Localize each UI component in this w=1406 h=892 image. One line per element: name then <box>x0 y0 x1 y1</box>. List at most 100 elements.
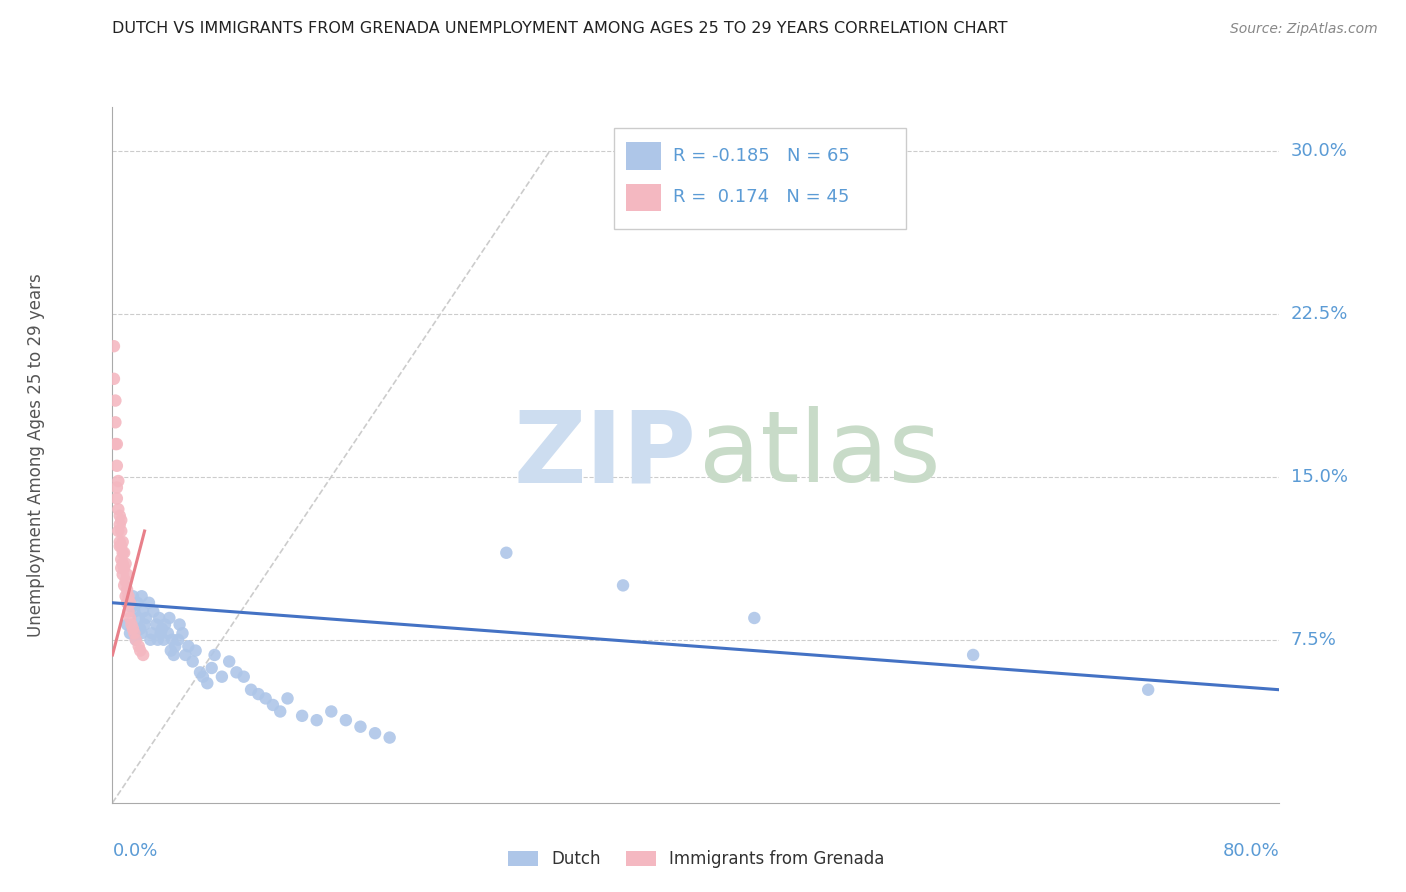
Point <box>177 639 200 653</box>
Point <box>157 611 180 625</box>
Point <box>112 546 135 560</box>
Point <box>105 491 128 506</box>
Point <box>149 626 172 640</box>
Point <box>104 393 127 408</box>
Point <box>204 648 226 662</box>
Point <box>108 517 131 532</box>
Point <box>125 632 148 647</box>
Point <box>141 626 163 640</box>
Point <box>105 458 128 473</box>
Point <box>118 626 141 640</box>
Point <box>114 557 136 571</box>
Point <box>262 698 284 712</box>
Point <box>150 622 173 636</box>
Point <box>110 513 132 527</box>
Point <box>111 546 134 560</box>
Point <box>218 655 240 669</box>
Text: Source: ZipAtlas.com: Source: ZipAtlas.com <box>1230 21 1378 36</box>
Text: 15.0%: 15.0% <box>1291 467 1347 485</box>
FancyBboxPatch shape <box>614 128 905 229</box>
Point <box>105 481 128 495</box>
Point <box>191 670 214 684</box>
Point <box>148 611 170 625</box>
Point <box>291 708 314 723</box>
Point <box>108 535 131 549</box>
Point <box>118 596 141 610</box>
Point <box>103 339 125 353</box>
Point <box>153 617 176 632</box>
Point <box>146 632 169 647</box>
Point <box>169 617 191 632</box>
Point <box>117 589 139 603</box>
Point <box>112 578 135 592</box>
Point <box>145 617 167 632</box>
Point <box>114 574 136 588</box>
FancyBboxPatch shape <box>626 142 661 169</box>
Point <box>335 713 357 727</box>
Point <box>104 437 127 451</box>
Text: 22.5%: 22.5% <box>1291 304 1348 323</box>
Point <box>364 726 387 740</box>
Text: 80.0%: 80.0% <box>1223 842 1279 860</box>
Point <box>152 632 174 647</box>
Point <box>1137 682 1160 697</box>
Point <box>276 691 298 706</box>
Point <box>165 639 187 653</box>
Point <box>305 713 328 727</box>
Point <box>156 626 179 640</box>
Point <box>115 567 138 582</box>
Point <box>131 589 153 603</box>
Point <box>163 648 186 662</box>
Text: ZIP: ZIP <box>513 407 696 503</box>
Point <box>142 605 165 619</box>
Point <box>240 682 263 697</box>
Point <box>225 665 247 680</box>
Point <box>742 611 765 625</box>
Point <box>120 600 142 615</box>
Point <box>124 626 146 640</box>
Point <box>232 670 254 684</box>
Point <box>124 605 146 619</box>
Point <box>114 589 136 603</box>
Text: DUTCH VS IMMIGRANTS FROM GRENADA UNEMPLOYMENT AMONG AGES 25 TO 29 YEARS CORRELAT: DUTCH VS IMMIGRANTS FROM GRENADA UNEMPLO… <box>112 21 1008 36</box>
Text: 0.0%: 0.0% <box>112 842 157 860</box>
Point <box>269 705 291 719</box>
Point <box>115 596 138 610</box>
Point <box>160 643 183 657</box>
Point <box>107 524 129 538</box>
Text: atlas: atlas <box>699 407 941 503</box>
Point <box>128 639 150 653</box>
Point <box>128 611 150 625</box>
Point <box>122 622 145 636</box>
Point <box>122 589 145 603</box>
Point <box>201 661 224 675</box>
Point <box>962 648 984 662</box>
Point <box>247 687 270 701</box>
Point <box>103 372 125 386</box>
Point <box>108 508 131 523</box>
Point <box>115 617 138 632</box>
Text: Unemployment Among Ages 25 to 29 years: Unemployment Among Ages 25 to 29 years <box>27 273 45 637</box>
Point <box>321 705 343 719</box>
Point <box>112 561 135 575</box>
Point <box>495 546 517 560</box>
Point <box>127 596 149 610</box>
Point <box>118 611 141 625</box>
Point <box>107 502 129 516</box>
Text: 30.0%: 30.0% <box>1291 142 1347 160</box>
Point <box>138 596 160 610</box>
Point <box>188 665 211 680</box>
Point <box>135 611 157 625</box>
Text: R = -0.185   N = 65: R = -0.185 N = 65 <box>672 147 849 165</box>
FancyBboxPatch shape <box>626 184 661 211</box>
Point <box>211 670 233 684</box>
Point <box>131 626 153 640</box>
Point <box>104 415 127 429</box>
Point <box>120 617 142 632</box>
Text: R =  0.174   N = 45: R = 0.174 N = 45 <box>672 188 849 206</box>
Point <box>129 643 152 657</box>
Point <box>111 535 134 549</box>
Point <box>132 605 155 619</box>
Point <box>349 720 371 734</box>
Point <box>612 578 634 592</box>
